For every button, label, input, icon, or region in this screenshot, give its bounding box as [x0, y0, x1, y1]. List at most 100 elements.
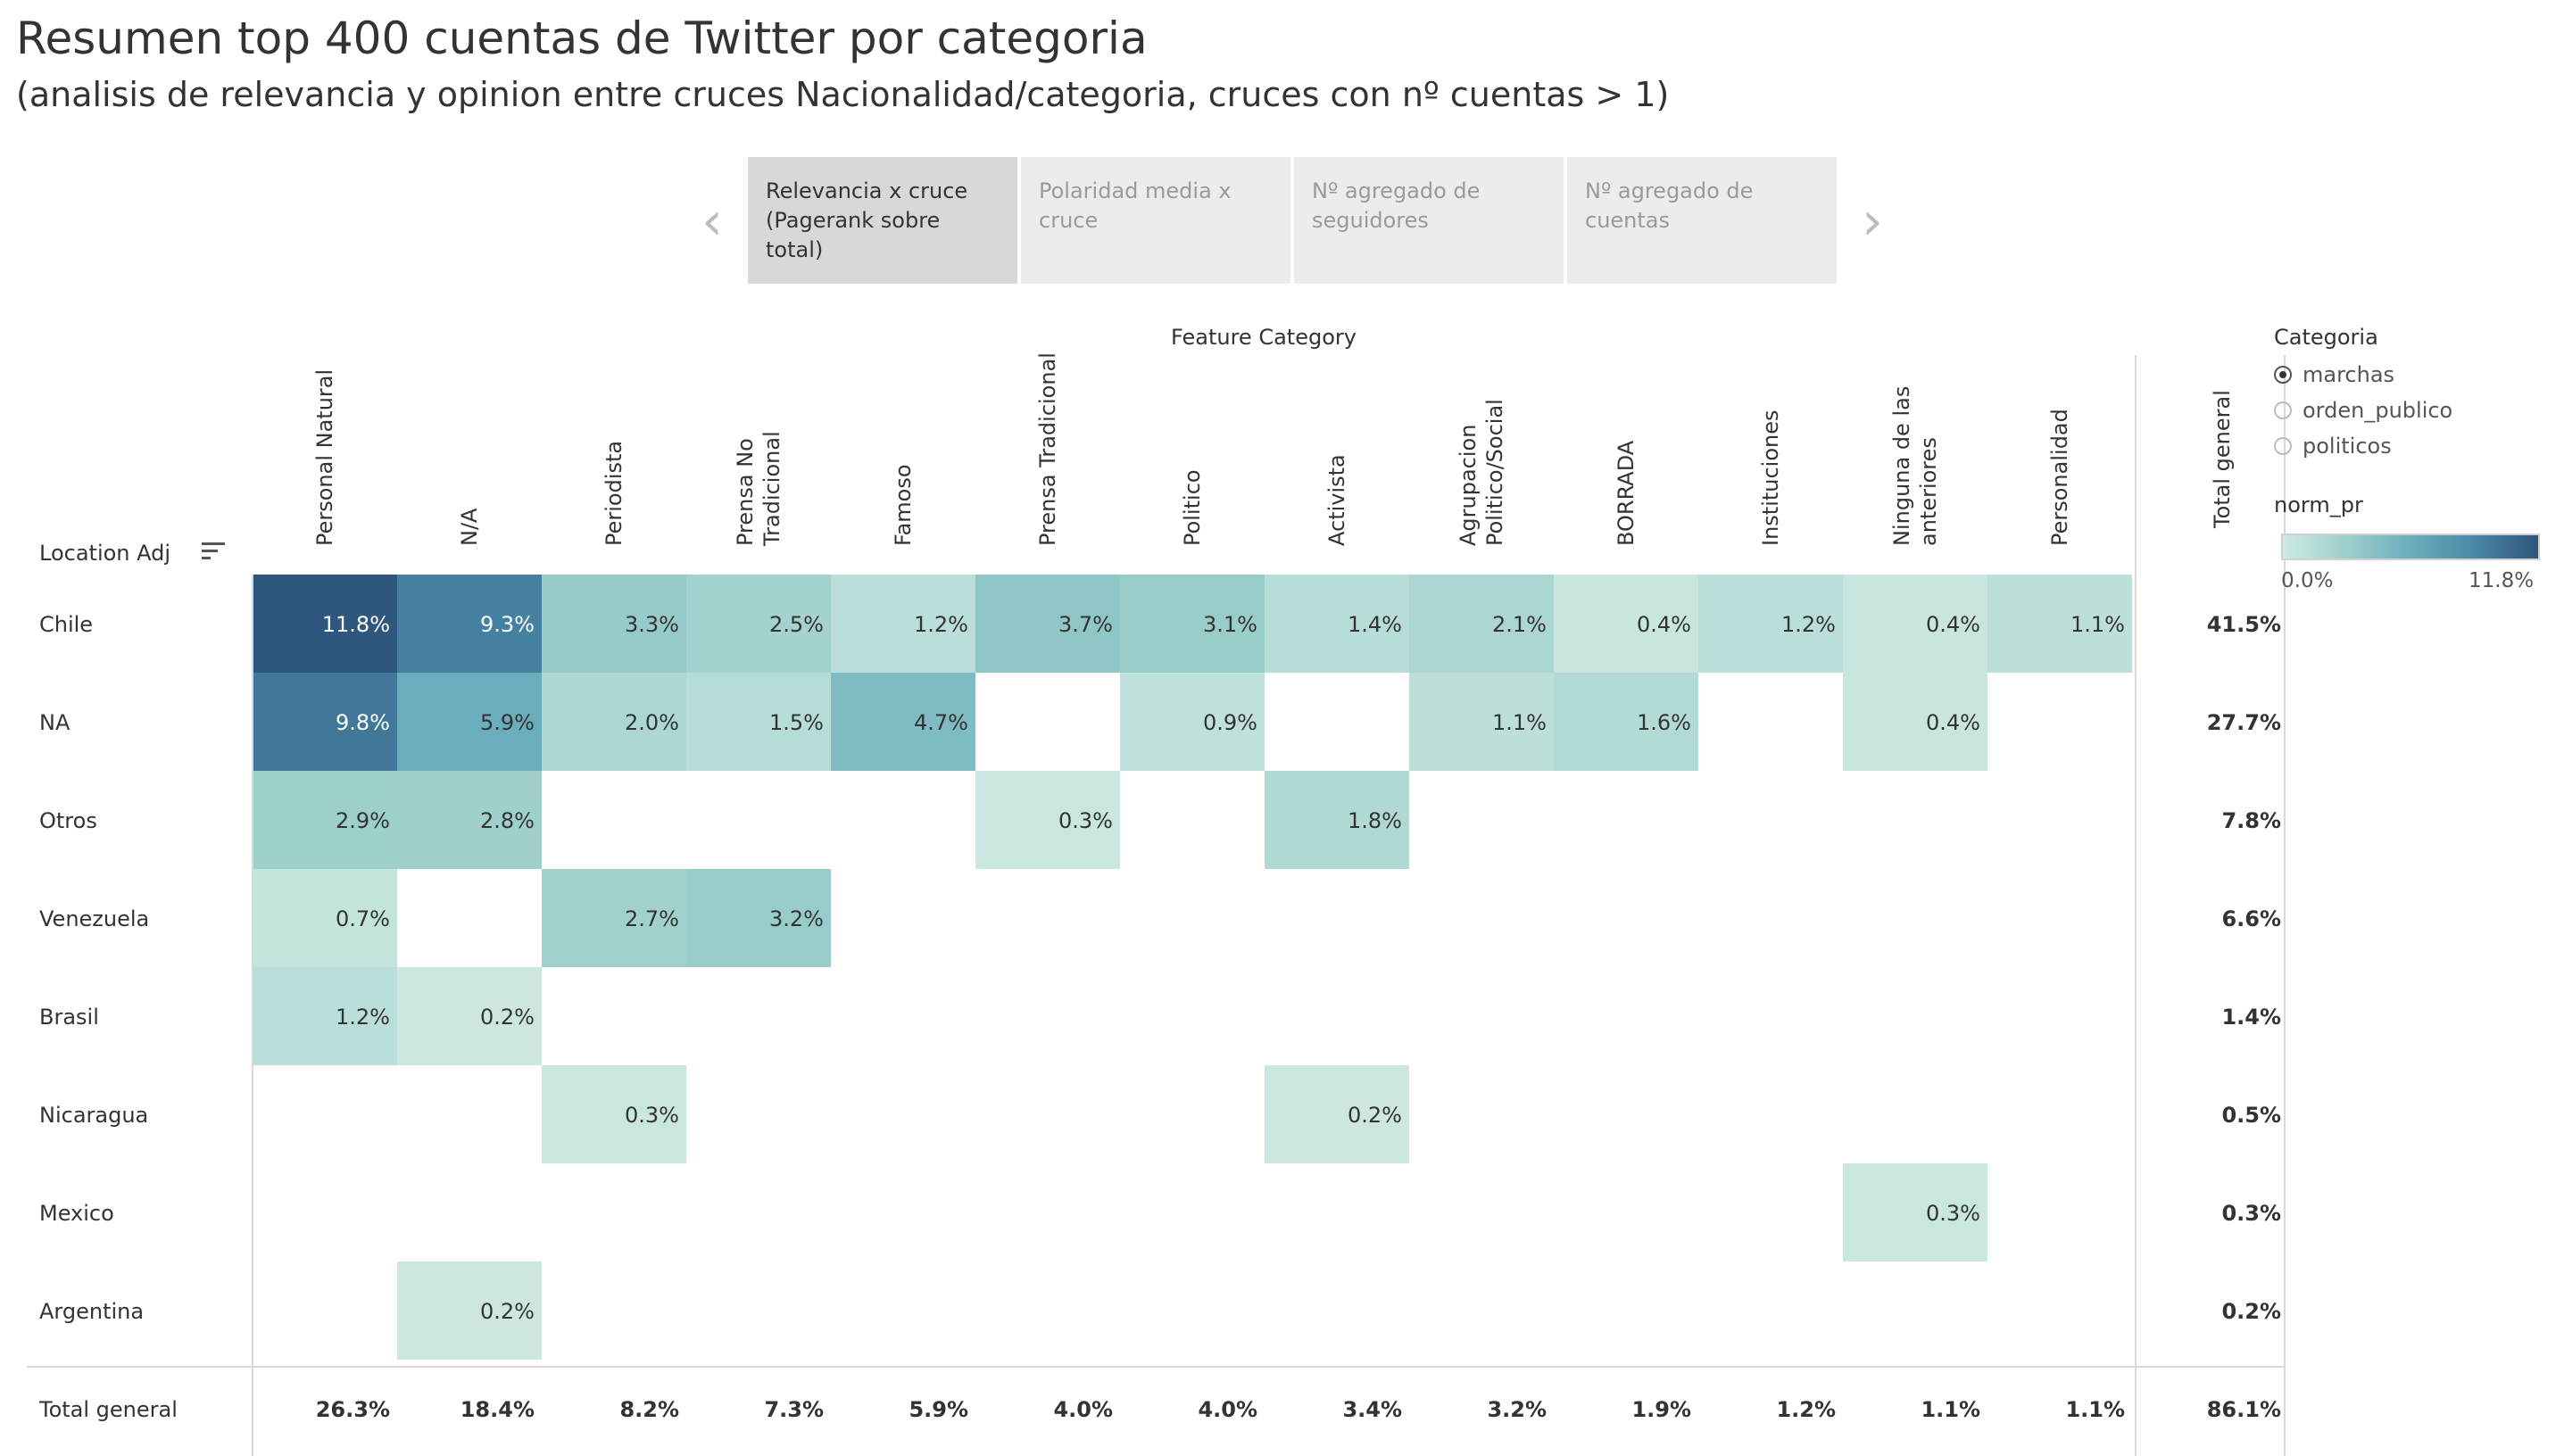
heatmap-cell — [1554, 575, 1698, 673]
row-label: Mexico — [39, 1201, 114, 1226]
cell-value-label: 4.7% — [914, 710, 968, 735]
tab-relevancia[interactable]: Relevancia x cruce (Pagerank sobre total… — [748, 157, 1017, 284]
column-header-label: Instituciones — [1758, 410, 1783, 546]
heatmap-cell — [1843, 673, 1987, 771]
heatmap-cell — [542, 575, 686, 673]
heatmap-cell — [686, 673, 831, 771]
cell-value-label: 0.2% — [480, 1299, 535, 1324]
heatmap-cell — [253, 575, 397, 673]
column-total-value: 5.9% — [909, 1397, 968, 1422]
column-header-label: Famoso — [891, 464, 916, 546]
story-tabs: Relevancia x cruce (Pagerank sobre total… — [748, 157, 1837, 284]
column-header-label: Personal Natural — [312, 369, 337, 546]
row-label: Nicaragua — [39, 1103, 148, 1128]
column-header-label: Tradicional — [759, 431, 784, 547]
column-header-label: Ninguna de las — [1889, 386, 1914, 546]
cell-value-label: 1.2% — [336, 1005, 390, 1030]
tab-seguidores[interactable]: Nº agregado de seguidores — [1294, 157, 1564, 284]
column-header-label: Prensa Tradicional — [1035, 352, 1060, 546]
page-subtitle: (analisis de relevancia y opinion entre … — [16, 75, 1670, 114]
cell-value-label: 2.7% — [625, 906, 679, 931]
row-axis-title: Location Adj — [39, 541, 171, 566]
tab-cuentas[interactable]: Nº agregado de cuentas — [1567, 157, 1837, 284]
cell-value-label: 1.5% — [769, 710, 824, 735]
prev-tab-arrow-icon[interactable]: ‹ — [701, 190, 723, 252]
heatmap-cell — [1120, 575, 1265, 673]
tab-label-line2: cuentas — [1585, 208, 1671, 233]
page-title: Resumen top 400 cuentas de Twitter por c… — [16, 12, 1148, 64]
column-header-label: Personalidad — [2047, 409, 2072, 546]
column-total-value: 18.4% — [461, 1397, 535, 1422]
tab-polaridad[interactable]: Polaridad media x cruce — [1021, 157, 1290, 284]
tab-label-line1: Nº agregado de — [1585, 178, 1754, 203]
heatmap-cell — [1120, 673, 1265, 771]
heatmap-cell — [1409, 575, 1554, 673]
color-legend-ramp — [2281, 534, 2540, 560]
cell-value-label: 1.1% — [1492, 710, 1547, 735]
cell-value-label: 3.2% — [769, 906, 824, 931]
row-label: Otros — [39, 808, 97, 833]
row-total-value: 0.5% — [2221, 1103, 2281, 1128]
total-column-header: Total general — [2210, 390, 2235, 529]
cell-value-label: 9.8% — [336, 710, 390, 735]
heatmap-cell — [397, 967, 542, 1065]
row-total-value: 1.4% — [2221, 1005, 2281, 1030]
sort-icon[interactable] — [202, 542, 225, 564]
tab-label-line2: (Pagerank sobre total) — [766, 208, 941, 262]
cell-value-label: 1.2% — [1781, 612, 1836, 637]
column-header-label: Politico — [1180, 469, 1205, 546]
filter-option-label: marchas — [2303, 362, 2395, 387]
column-header-label: Activista — [1324, 454, 1349, 546]
column-total-value: 3.2% — [1487, 1397, 1547, 1422]
row-label: Argentina — [39, 1299, 144, 1324]
cell-value-label: 0.3% — [1926, 1201, 1980, 1226]
column-total-value: 1.1% — [1921, 1397, 1980, 1422]
cell-value-label: 3.1% — [1203, 612, 1257, 637]
heatmap-cell — [686, 575, 831, 673]
column-header-label: Politico/Social — [1482, 399, 1507, 546]
column-header-label: Prensa No — [733, 438, 758, 546]
column-total-value: 3.4% — [1342, 1397, 1402, 1422]
heatmap-cell — [1698, 575, 1843, 673]
radio-selected-icon[interactable] — [2274, 366, 2292, 384]
cell-value-label: 2.0% — [625, 710, 679, 735]
row-total-value: 41.5% — [2207, 612, 2281, 637]
row-total-value: 0.2% — [2221, 1299, 2281, 1324]
heatmap-cell — [975, 575, 1120, 673]
row-total-value: 27.7% — [2207, 710, 2281, 735]
cell-value-label: 5.9% — [480, 710, 535, 735]
tab-label-line2: cruce — [1039, 208, 1099, 233]
heatmap-cell — [686, 869, 831, 967]
tab-label-line1: Nº agregado de — [1312, 178, 1481, 203]
cell-value-label: 1.2% — [914, 612, 968, 637]
heatmap-cell — [542, 869, 686, 967]
next-tab-arrow-icon[interactable]: › — [1862, 190, 1883, 252]
heatmap-cell — [1265, 771, 1409, 869]
categoria-filter: Categoria marchas orden_publico politico… — [2274, 325, 2452, 464]
filter-option-marchas[interactable]: marchas — [2274, 357, 2452, 393]
filter-option-orden-publico[interactable]: orden_publico — [2274, 393, 2452, 428]
heatmap-cell — [397, 575, 542, 673]
column-total-value: 7.3% — [764, 1397, 824, 1422]
cell-value-label: 0.4% — [1637, 612, 1691, 637]
heatmap-cell — [831, 575, 975, 673]
column-total-value: 4.0% — [1053, 1397, 1113, 1422]
heatmap-cell — [253, 869, 397, 967]
filter-option-politicos[interactable]: politicos — [2274, 428, 2452, 464]
row-label: Brasil — [39, 1005, 99, 1030]
cell-value-label: 1.6% — [1637, 710, 1691, 735]
heatmap-cell — [1843, 1163, 1987, 1262]
color-legend-title: norm_pr — [2274, 492, 2363, 517]
cell-value-label: 0.3% — [1058, 808, 1113, 833]
cell-value-label: 0.2% — [480, 1005, 535, 1030]
radio-icon[interactable] — [2274, 437, 2292, 455]
row-label: NA — [39, 710, 71, 735]
cell-value-label: 1.8% — [1348, 808, 1402, 833]
cell-value-label: 3.3% — [625, 612, 679, 637]
column-header-label: N/A — [457, 508, 482, 546]
filter-title: Categoria — [2274, 325, 2378, 350]
cell-value-label: 2.5% — [769, 612, 824, 637]
heatmap-cell — [1987, 575, 2132, 673]
radio-icon[interactable] — [2274, 401, 2292, 419]
cell-value-label: 2.9% — [336, 808, 390, 833]
